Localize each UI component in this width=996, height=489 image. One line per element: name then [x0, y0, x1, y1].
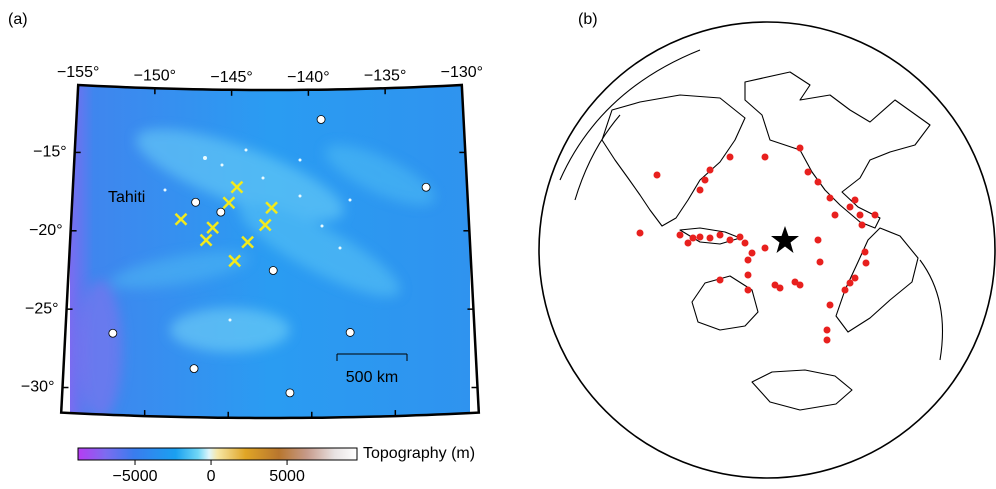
x-tick-label: −145° — [210, 69, 252, 86]
x-tick-label: −155° — [57, 64, 99, 81]
colorbar-tick-label: −5000 — [113, 468, 158, 485]
station — [317, 115, 325, 123]
panel-label: (a) — [8, 11, 28, 28]
station — [192, 198, 200, 206]
y-tick-label: −15° — [33, 144, 67, 161]
x-tick-label: −150° — [134, 67, 176, 84]
x-tick-label: −130° — [441, 64, 483, 81]
station — [286, 389, 294, 397]
station — [269, 266, 277, 274]
sea-floor — [70, 60, 470, 440]
station — [109, 329, 117, 337]
y-tick-label: −20° — [29, 222, 63, 239]
station — [217, 208, 225, 216]
station — [346, 328, 354, 336]
place-label: Tahiti — [108, 189, 145, 206]
x-tick-label: −140° — [287, 69, 329, 86]
colorbar-tick-label: 5000 — [269, 468, 305, 485]
panel-label: (b) — [578, 11, 598, 28]
colorbar-title: Topography (m) — [363, 445, 475, 462]
colorbar-tick-label: 0 — [207, 468, 216, 485]
y-tick-label: −30° — [21, 379, 55, 396]
map-area — [70, 60, 470, 440]
globe — [539, 22, 995, 478]
y-tick-label: −25° — [25, 300, 59, 317]
scale-bar-label: 500 km — [346, 369, 398, 386]
x-tick-label: −135° — [364, 67, 406, 84]
station — [422, 183, 430, 191]
figure: (a) (b) Tahiti 500 km Topography (m) — [0, 0, 996, 489]
station — [190, 365, 198, 373]
colorbar — [78, 448, 357, 460]
